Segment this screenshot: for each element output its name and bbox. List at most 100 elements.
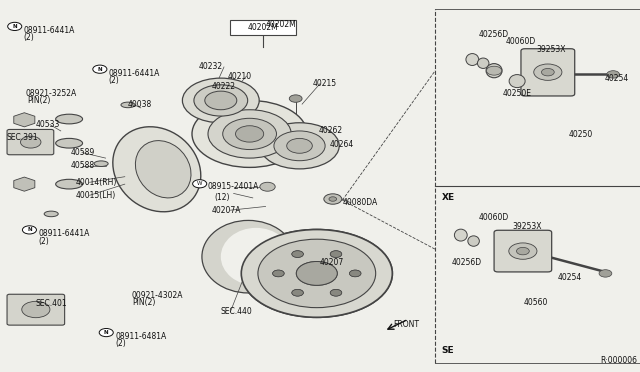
Text: 08915-2401A: 08915-2401A bbox=[208, 182, 259, 191]
Text: 40060D: 40060D bbox=[479, 213, 509, 222]
Circle shape bbox=[289, 95, 302, 102]
Text: SEC.391: SEC.391 bbox=[6, 133, 38, 142]
Circle shape bbox=[273, 270, 284, 277]
Text: 40250E: 40250E bbox=[502, 89, 531, 98]
Text: SEC.440: SEC.440 bbox=[221, 307, 253, 316]
Text: N: N bbox=[27, 227, 32, 232]
Circle shape bbox=[205, 91, 237, 110]
Text: R·000006: R·000006 bbox=[600, 356, 637, 365]
Ellipse shape bbox=[113, 127, 201, 212]
Text: 40202M: 40202M bbox=[266, 20, 296, 29]
Circle shape bbox=[93, 65, 107, 73]
Text: 08911-6441A: 08911-6441A bbox=[38, 230, 90, 238]
Circle shape bbox=[292, 289, 303, 296]
Text: 40080DA: 40080DA bbox=[342, 198, 378, 207]
Ellipse shape bbox=[202, 220, 295, 293]
Ellipse shape bbox=[486, 64, 502, 78]
Circle shape bbox=[296, 262, 337, 285]
Circle shape bbox=[99, 328, 113, 337]
Ellipse shape bbox=[136, 141, 191, 198]
Circle shape bbox=[486, 66, 502, 75]
Text: 40215: 40215 bbox=[312, 79, 337, 88]
Text: 40250: 40250 bbox=[568, 130, 593, 139]
Text: SE: SE bbox=[442, 346, 454, 355]
Text: 40264: 40264 bbox=[330, 140, 354, 149]
Circle shape bbox=[194, 85, 248, 116]
Text: (2): (2) bbox=[109, 76, 120, 85]
FancyBboxPatch shape bbox=[494, 230, 552, 272]
Text: 40014(RH): 40014(RH) bbox=[76, 178, 117, 187]
Text: 40256D: 40256D bbox=[479, 30, 509, 39]
Text: 39253X: 39253X bbox=[512, 222, 541, 231]
Circle shape bbox=[330, 289, 342, 296]
Text: 40202M: 40202M bbox=[248, 23, 278, 32]
Ellipse shape bbox=[56, 179, 83, 189]
Circle shape bbox=[349, 270, 361, 277]
Circle shape bbox=[182, 78, 259, 123]
Ellipse shape bbox=[477, 58, 489, 68]
Text: W: W bbox=[197, 181, 202, 186]
Text: N: N bbox=[104, 330, 109, 335]
Text: 40210: 40210 bbox=[227, 72, 252, 81]
Text: 40015(LH): 40015(LH) bbox=[76, 191, 116, 200]
Circle shape bbox=[20, 136, 41, 148]
FancyBboxPatch shape bbox=[7, 294, 65, 325]
Circle shape bbox=[292, 251, 303, 257]
FancyBboxPatch shape bbox=[521, 49, 575, 96]
Circle shape bbox=[22, 226, 36, 234]
Text: (2): (2) bbox=[38, 237, 49, 246]
Text: 40262: 40262 bbox=[319, 126, 343, 135]
Text: XE: XE bbox=[442, 193, 455, 202]
Circle shape bbox=[509, 243, 537, 259]
Circle shape bbox=[260, 182, 275, 191]
Circle shape bbox=[208, 110, 291, 158]
Text: N: N bbox=[12, 24, 17, 29]
Text: (2): (2) bbox=[115, 339, 126, 348]
Circle shape bbox=[287, 138, 312, 153]
Text: 00921-4302A: 00921-4302A bbox=[131, 291, 182, 300]
Text: SEC.401: SEC.401 bbox=[35, 299, 67, 308]
Ellipse shape bbox=[44, 211, 58, 217]
Circle shape bbox=[607, 71, 620, 78]
Text: 39253X: 39253X bbox=[536, 45, 566, 54]
Text: N: N bbox=[97, 67, 102, 72]
Text: 40060D: 40060D bbox=[506, 37, 536, 46]
Circle shape bbox=[541, 68, 554, 76]
Circle shape bbox=[534, 64, 562, 80]
Circle shape bbox=[599, 270, 612, 277]
Circle shape bbox=[241, 230, 392, 317]
Circle shape bbox=[330, 251, 342, 257]
Circle shape bbox=[274, 131, 325, 161]
Ellipse shape bbox=[509, 74, 525, 88]
Text: 40207A: 40207A bbox=[211, 206, 241, 215]
Text: 08911-6441A: 08911-6441A bbox=[24, 26, 75, 35]
Circle shape bbox=[223, 118, 276, 150]
Ellipse shape bbox=[56, 114, 83, 124]
Circle shape bbox=[236, 126, 264, 142]
Text: 08911-6441A: 08911-6441A bbox=[109, 69, 160, 78]
Text: 40254: 40254 bbox=[558, 273, 582, 282]
Text: 40256D: 40256D bbox=[451, 258, 481, 267]
Text: (12): (12) bbox=[214, 193, 230, 202]
Circle shape bbox=[324, 194, 342, 204]
Text: 40560: 40560 bbox=[524, 298, 548, 307]
Circle shape bbox=[292, 289, 303, 296]
Circle shape bbox=[516, 247, 529, 255]
Ellipse shape bbox=[121, 102, 135, 108]
Text: 40588: 40588 bbox=[70, 161, 95, 170]
Circle shape bbox=[22, 301, 50, 318]
Text: 40254: 40254 bbox=[605, 74, 629, 83]
Circle shape bbox=[292, 251, 303, 257]
Text: 40207: 40207 bbox=[320, 258, 344, 267]
Circle shape bbox=[193, 180, 207, 188]
Ellipse shape bbox=[94, 161, 108, 166]
Circle shape bbox=[349, 270, 361, 277]
Circle shape bbox=[258, 239, 376, 308]
Text: 40222: 40222 bbox=[211, 82, 236, 91]
FancyBboxPatch shape bbox=[230, 20, 296, 35]
Ellipse shape bbox=[56, 138, 83, 148]
Circle shape bbox=[192, 100, 307, 167]
Circle shape bbox=[296, 262, 337, 285]
Ellipse shape bbox=[454, 229, 467, 241]
Text: 08921-3252A: 08921-3252A bbox=[26, 89, 77, 98]
